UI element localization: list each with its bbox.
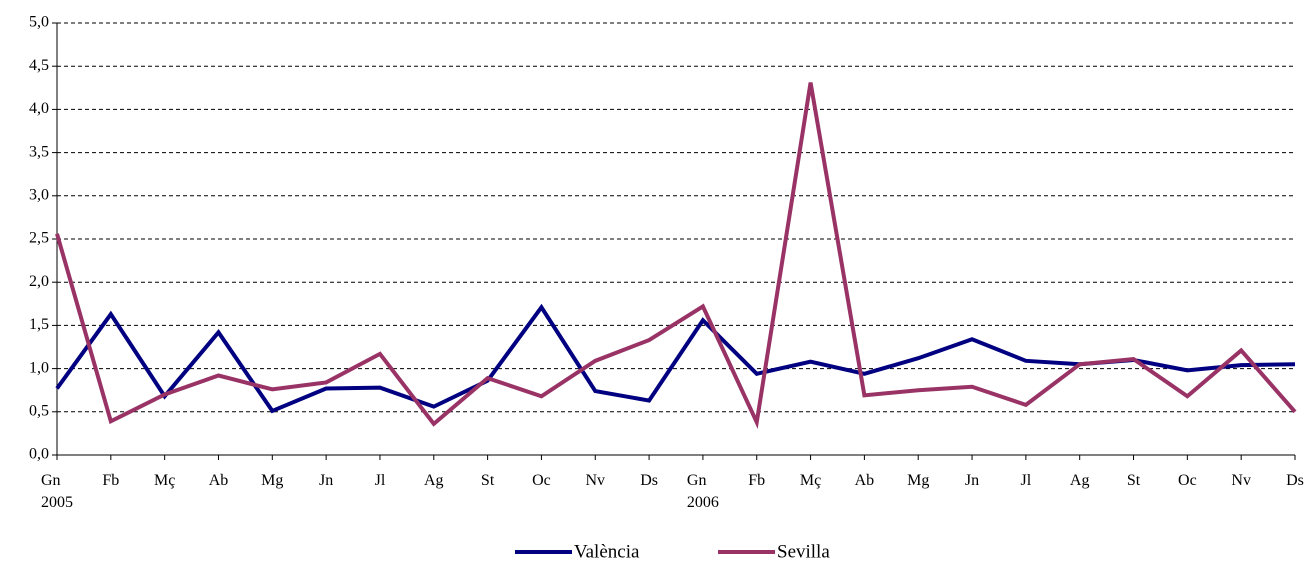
x-tick-label: Ds — [640, 472, 658, 489]
x-tick-label: Mç — [799, 472, 822, 489]
x-tick-label: Fb — [748, 472, 766, 489]
x-tick-label: Mg — [907, 472, 930, 489]
x-tick-label: Mç — [153, 472, 176, 489]
y-tick-label: 4,5 — [29, 57, 49, 74]
y-tick-label: 2,5 — [29, 230, 49, 247]
x-tick-label: Nv — [1231, 472, 1251, 489]
x-tick-label: Ds — [1286, 472, 1304, 489]
x-tick-label: Jl — [1020, 472, 1032, 489]
x-tick-label: Nv — [585, 472, 606, 489]
x-tick-label: Ag — [424, 472, 444, 489]
x-tick-label: Oc — [532, 472, 551, 489]
y-tick-label: 0,0 — [29, 446, 49, 463]
y-tick-label: 3,0 — [29, 186, 49, 203]
x-tick-label: St — [1126, 472, 1141, 489]
x-tick-label: Jl — [374, 472, 386, 489]
x-tick-label: Ab — [208, 472, 229, 489]
y-tick-label: 2,0 — [29, 273, 49, 290]
y-tick-label: 5,0 — [29, 14, 49, 31]
y-tick-label: 1,0 — [29, 359, 49, 376]
y-tick-label: 1,5 — [29, 316, 49, 333]
x-tick-label: St — [480, 472, 495, 489]
x-tick-label: Oc — [1178, 472, 1197, 489]
x-tick-label: Mg — [261, 472, 284, 489]
x-tick-label: Gn 2005 — [41, 472, 73, 511]
x-tick-label: Ag — [1069, 472, 1090, 489]
series-line — [55, 82, 1297, 429]
legend-label: Sevilla — [777, 541, 830, 562]
legend-label: València — [574, 541, 640, 562]
x-tick-label: Jn — [319, 472, 334, 489]
y-tick-label: 3,5 — [29, 143, 49, 160]
y-tick-label: 4,0 — [29, 100, 49, 117]
x-tick-label: Jn — [964, 472, 980, 489]
y-tick-label: 0,5 — [29, 402, 49, 419]
x-tick-label: Gn 2006 — [686, 472, 719, 511]
x-tick-label: Ab — [854, 472, 875, 489]
x-tick-label: Fb — [102, 472, 120, 489]
